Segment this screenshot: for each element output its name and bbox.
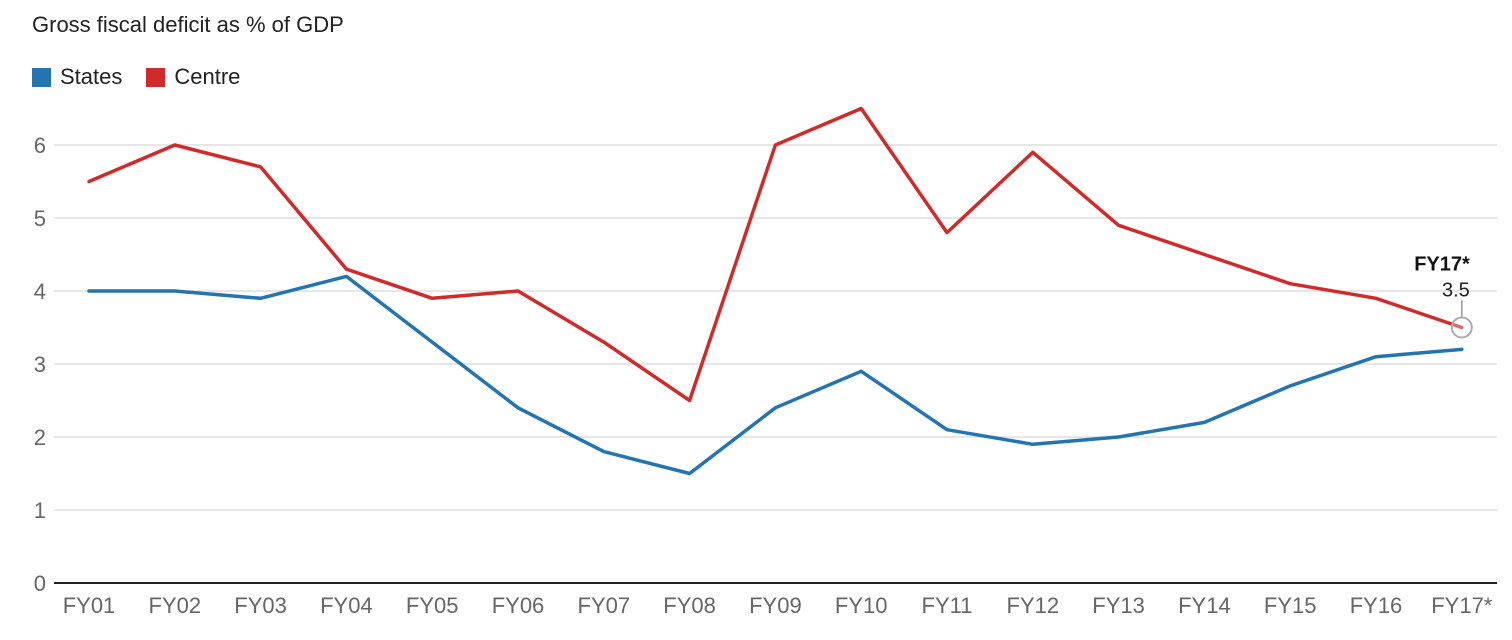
x-tick-label: FY07 — [578, 593, 631, 618]
x-tick-label: FY01 — [63, 593, 116, 618]
chart-legend: States Centre — [32, 64, 264, 90]
y-tick-label: 5 — [34, 206, 46, 231]
annotation-value: 3.5 — [1442, 280, 1470, 302]
y-tick-label: 4 — [34, 279, 46, 304]
legend-label-states: States — [60, 64, 123, 89]
x-tick-label: FY05 — [406, 593, 459, 618]
x-tick-label: FY13 — [1092, 593, 1145, 618]
legend-item-states[interactable]: States — [32, 64, 122, 90]
x-tick-label: FY08 — [663, 593, 716, 618]
x-tick-label: FY10 — [835, 593, 888, 618]
y-tick-label: 0 — [34, 571, 46, 596]
y-tick-label: 3 — [34, 352, 46, 377]
annotation-marker — [1450, 316, 1473, 339]
x-tick-label: FY17* — [1431, 593, 1493, 618]
y-tick-label: 2 — [34, 425, 46, 450]
annotation-label: FY17* — [1414, 254, 1470, 276]
y-tick-label: 6 — [34, 133, 46, 158]
x-tick-label: FY15 — [1264, 593, 1317, 618]
y-tick-label: 1 — [34, 498, 46, 523]
x-tick-label: FY09 — [749, 593, 802, 618]
legend-swatch-centre — [146, 67, 166, 87]
series-line-centre — [87, 106, 1464, 403]
x-tick-label: FY06 — [492, 593, 545, 618]
x-tick-label: FY12 — [1007, 593, 1060, 618]
series-line-states — [87, 274, 1464, 476]
legend-label-centre: Centre — [174, 64, 241, 89]
x-tick-label: FY03 — [234, 593, 287, 618]
x-tick-label: FY14 — [1178, 593, 1231, 618]
x-tick-label: FY02 — [149, 593, 202, 618]
x-tick-label: FY11 — [922, 593, 973, 618]
chart-title: Gross fiscal deficit as % of GDP — [32, 12, 344, 37]
x-tick-label: FY16 — [1350, 593, 1403, 618]
legend-swatch-states — [32, 67, 51, 87]
legend-item-centre[interactable]: Centre — [146, 64, 240, 90]
x-tick-label: FY04 — [320, 593, 373, 618]
